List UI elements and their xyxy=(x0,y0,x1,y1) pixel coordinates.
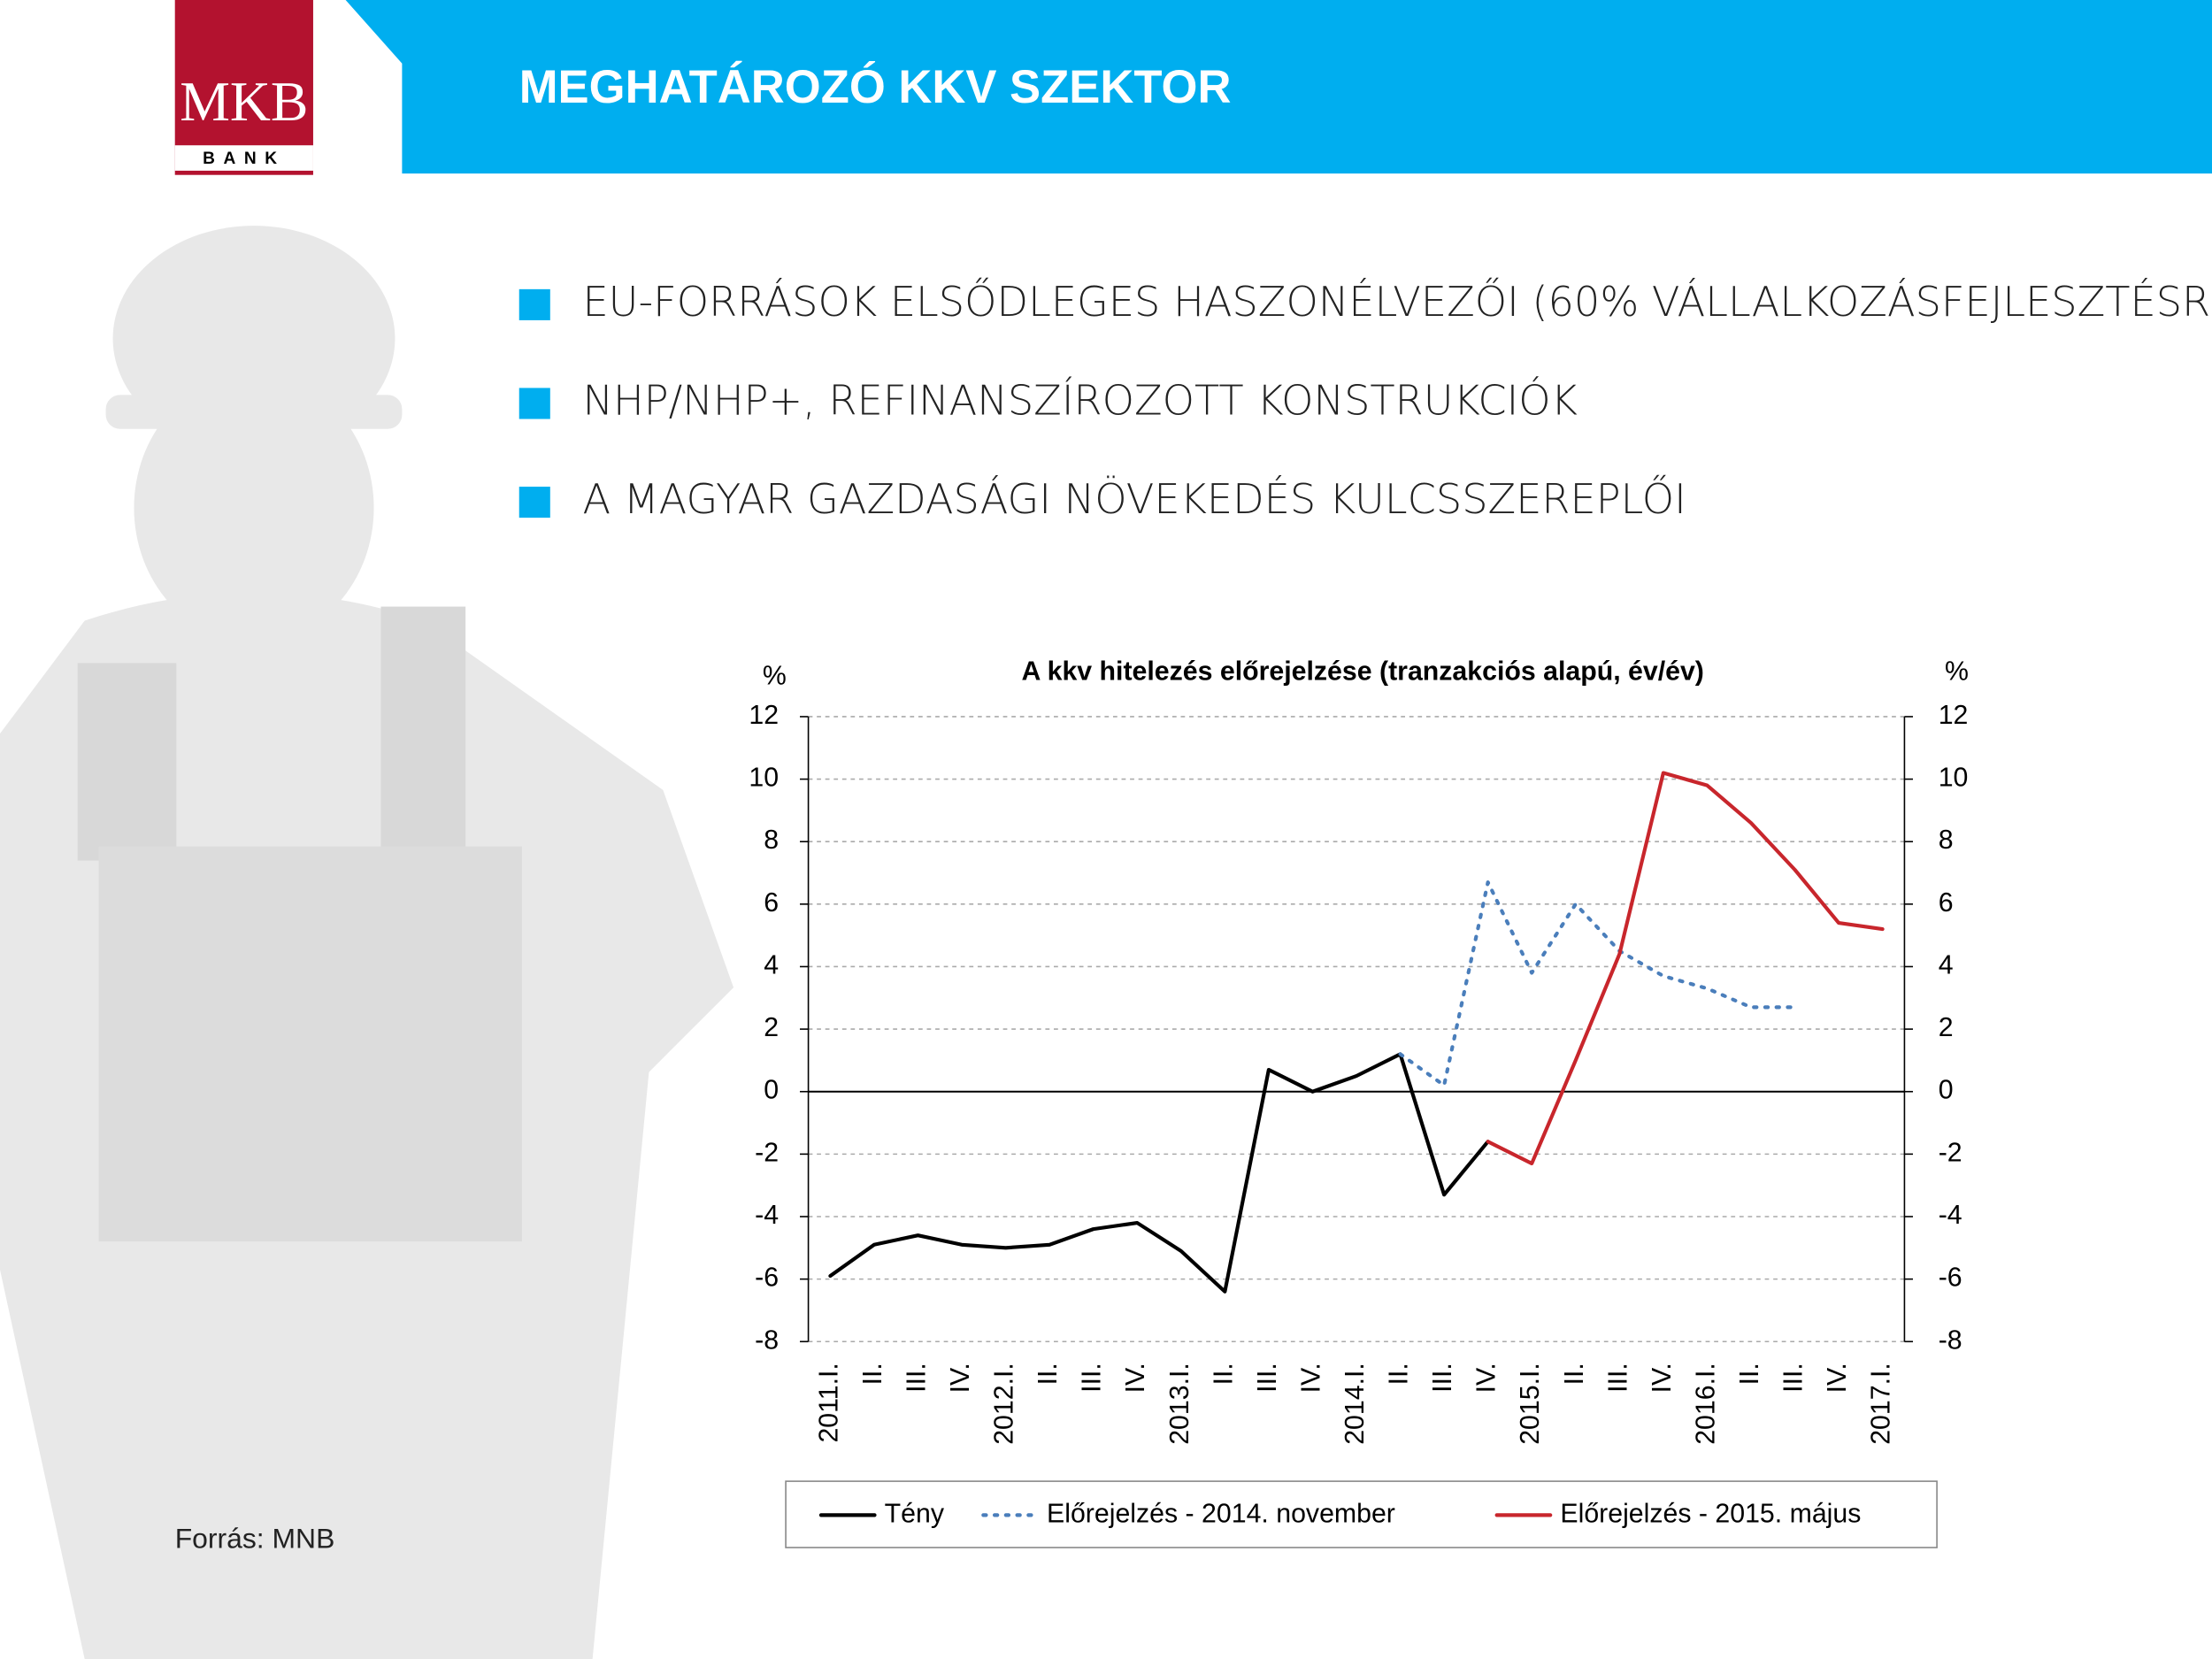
legend-label: Tény xyxy=(885,1499,945,1528)
x-tick-label: 2012.I. xyxy=(990,1363,1019,1445)
series-line xyxy=(828,1052,1490,1294)
x-tick-label: III. xyxy=(1779,1363,1809,1393)
y2-tick-label: 8 xyxy=(1939,826,1954,855)
x-tick-label: III. xyxy=(1428,1363,1457,1393)
legend-box xyxy=(785,1480,1938,1548)
bullet-text: EU-FORRÁSOK ELSŐDLEGES HASZONÉLVEZŐI (60… xyxy=(582,278,2212,326)
y-tick-label: 8 xyxy=(764,826,779,855)
x-tick-label: IV. xyxy=(1472,1363,1502,1393)
x-tick-label: II. xyxy=(1560,1363,1589,1385)
y-tick-label: -2 xyxy=(755,1138,779,1167)
x-tick-label: IV. xyxy=(1823,1363,1852,1393)
x-tick-label: II. xyxy=(1385,1363,1414,1385)
y2-tick-label: -6 xyxy=(1939,1263,1962,1293)
y2-axis-label: % xyxy=(1945,657,1969,687)
x-tick-label: II. xyxy=(858,1363,887,1385)
x-tick-label: IV. xyxy=(1296,1363,1325,1393)
y2-tick-label: 0 xyxy=(1939,1076,1954,1105)
y-tick-label: -6 xyxy=(755,1263,779,1293)
x-tick-label: 2017.I. xyxy=(1867,1363,1896,1445)
bullet-marker xyxy=(518,388,550,419)
bullet-marker xyxy=(518,288,550,320)
source: Forrás: MNB xyxy=(175,1522,335,1554)
x-tick-label: III. xyxy=(1603,1363,1632,1393)
bullet-marker xyxy=(518,487,550,518)
x-tick-label: 2014.I. xyxy=(1340,1363,1370,1445)
y2-tick-label: 12 xyxy=(1939,701,1969,730)
x-tick-label: II. xyxy=(1033,1363,1063,1385)
y-tick-label: -8 xyxy=(755,1325,779,1355)
series-line xyxy=(1398,880,1797,1087)
logo-name: MKB xyxy=(180,70,308,133)
bullet-text: A MAGYAR GAZDASÁGI NÖVEKEDÉS KULCSSZEREP… xyxy=(582,475,1686,523)
legend-label: Előrejelzés - 2015. május xyxy=(1560,1499,1861,1528)
x-tick-label: 2011.I. xyxy=(814,1363,843,1442)
x-tick-label: II. xyxy=(1735,1363,1764,1385)
series-line xyxy=(1486,771,1885,1166)
header-bar xyxy=(345,0,2212,174)
y2-tick-label: 2 xyxy=(1939,1013,1954,1042)
header-title: MEGHATÁROZÓ KKV SZEKTOR xyxy=(519,61,1232,113)
y2-tick-label: -8 xyxy=(1939,1325,1962,1355)
y2-tick-label: 4 xyxy=(1939,950,1954,979)
x-tick-label: IV. xyxy=(946,1363,975,1393)
y-tick-label: 12 xyxy=(749,701,779,730)
x-tick-label: III. xyxy=(902,1363,931,1393)
x-tick-label: 2016.I. xyxy=(1691,1363,1720,1445)
y2-tick-label: -2 xyxy=(1939,1138,1962,1167)
y2-tick-label: 6 xyxy=(1939,888,1954,918)
x-tick-label: IV. xyxy=(1647,1363,1677,1393)
chart-title: A kkv hitelezés előrejelzése (tranzakció… xyxy=(1021,657,1703,687)
y-axis-label: % xyxy=(763,661,787,690)
y-tick-label: -4 xyxy=(755,1201,779,1230)
photo xyxy=(0,226,734,1659)
y-tick-label: 6 xyxy=(764,888,779,918)
y-tick-label: 10 xyxy=(749,764,779,793)
y-tick-label: 4 xyxy=(764,950,779,979)
legend-label: Előrejelzés - 2014. november xyxy=(1047,1499,1395,1528)
logo-sub: BANK xyxy=(203,150,286,168)
x-tick-label: II. xyxy=(1209,1363,1238,1385)
x-tick-label: III. xyxy=(1253,1363,1282,1393)
x-tick-label: 2015.I. xyxy=(1516,1363,1545,1445)
y2-tick-label: -4 xyxy=(1939,1201,1962,1230)
x-tick-label: III. xyxy=(1078,1363,1107,1393)
x-tick-label: 2013.I. xyxy=(1165,1363,1194,1445)
bullet-text: NHP/NHP+, REFINANSZÍROZOTT KONSTRUKCIÓK xyxy=(582,376,1578,424)
logo-strip xyxy=(174,145,313,171)
y-tick-label: 2 xyxy=(764,1013,779,1042)
y2-tick-label: 10 xyxy=(1939,764,1969,793)
y-tick-label: 0 xyxy=(764,1076,779,1105)
x-tick-label: IV. xyxy=(1121,1363,1150,1393)
